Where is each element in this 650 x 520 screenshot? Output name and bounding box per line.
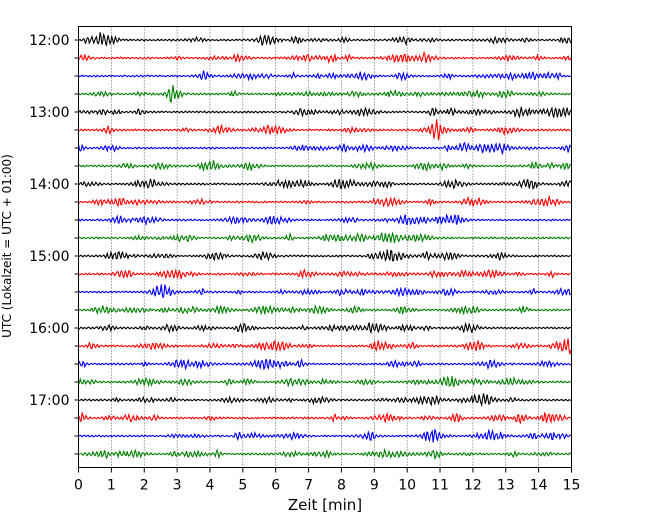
x-axis-title: Zeit [min]	[288, 496, 362, 514]
x-tick-label: 9	[370, 478, 379, 494]
x-tick-label: 15	[563, 478, 581, 494]
x-tick-label: 0	[74, 478, 83, 494]
trace-15:45	[78, 304, 572, 316]
trace-12:30	[78, 70, 572, 82]
trace-16:00	[78, 321, 571, 335]
plot-frame	[78, 26, 572, 468]
y-tick-label: 14:00	[29, 177, 69, 193]
trace-15:30	[78, 284, 572, 299]
x-tick-label: 1	[107, 478, 116, 494]
y-tick-label: 17:00	[29, 393, 69, 409]
x-tick-label: 7	[304, 478, 313, 494]
y-axis-title: UTC (Lokalzeit = UTC + 01:00)	[0, 154, 14, 338]
trace-12:15	[78, 50, 572, 65]
trace-12:45	[78, 85, 572, 103]
trace-16:45	[78, 375, 572, 388]
trace-17:30	[78, 427, 572, 443]
trace-13:30	[77, 141, 572, 155]
trace-16:30	[78, 357, 571, 371]
x-tick-label: 10	[398, 478, 416, 494]
trace-15:15	[78, 268, 572, 280]
y-tick-label: 15:00	[29, 249, 69, 265]
x-tick-label: 5	[238, 478, 247, 494]
trace-13:00	[78, 106, 572, 119]
x-axis-ticks: 0 1 2 3 4 5 6 7 8 9 10 11 12 13 14 15	[74, 467, 581, 494]
trace-14:00	[78, 178, 572, 190]
trace-17:45	[78, 447, 572, 460]
trace-17:00	[78, 393, 572, 408]
trace-15:00	[78, 249, 571, 262]
y-tick-label: 16:00	[29, 321, 69, 337]
x-tick-label: 8	[337, 478, 346, 494]
trace-13:15	[78, 119, 571, 141]
trace-17:15	[78, 411, 572, 425]
y-axis-ticks: 12:00 13:00 14:00 15:00 16:00 17:00	[29, 33, 79, 455]
x-tick-label: 2	[140, 478, 149, 494]
trace-14:30	[78, 213, 572, 227]
trace-16:15	[78, 338, 572, 355]
x-tick-label: 3	[173, 478, 182, 494]
x-tick-label: 14	[530, 478, 548, 494]
trace-12:00	[78, 32, 572, 47]
x-tick-label: 12	[464, 478, 482, 494]
y-tick-label: 13:00	[29, 105, 69, 121]
trace-14:15	[78, 194, 571, 208]
x-tick-label: 6	[271, 478, 280, 494]
y-tick-label: 12:00	[29, 33, 69, 49]
trace-13:45	[78, 160, 572, 173]
trace-14:45	[78, 231, 571, 245]
x-tick-label: 4	[206, 478, 215, 494]
x-tick-label: 11	[431, 478, 449, 494]
x-tick-label: 13	[497, 478, 515, 494]
seismic-traces	[77, 32, 572, 460]
